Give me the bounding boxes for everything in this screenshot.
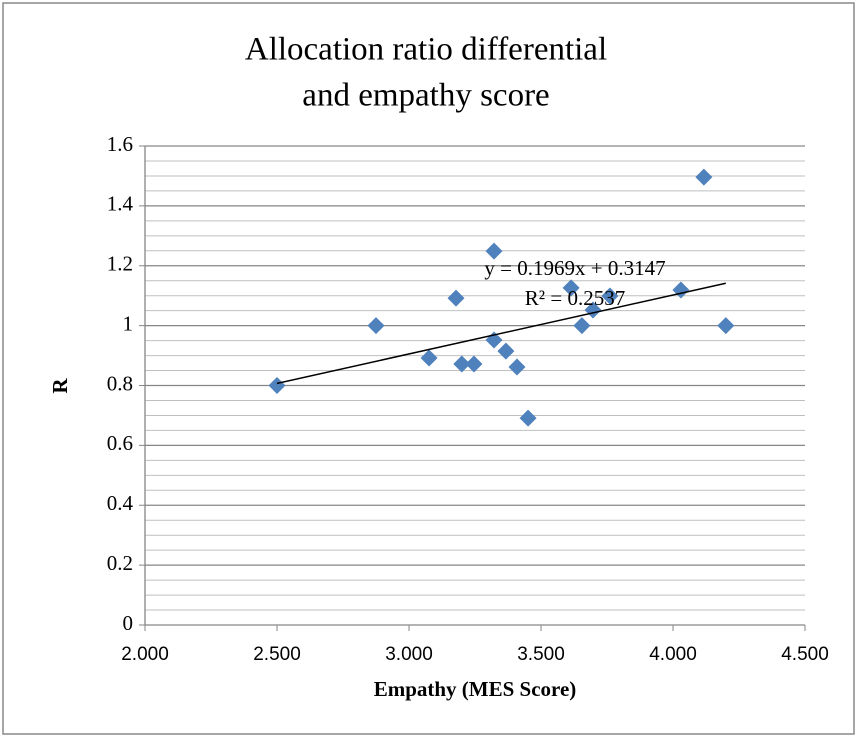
point <box>695 168 713 186</box>
trendline-r-squared: R² = 0.2537 <box>525 286 625 310</box>
point <box>573 317 591 335</box>
x-tick-label: 4.500 <box>781 644 829 665</box>
point <box>453 355 471 373</box>
y-tick-label: 0 <box>123 611 134 635</box>
y-tick-label: 0.2 <box>107 551 133 575</box>
y-tick-label: 1 <box>123 311 134 335</box>
y-axis-title: R <box>48 378 72 394</box>
x-tick-label: 2.000 <box>121 644 169 665</box>
point <box>562 279 580 297</box>
point <box>519 409 537 427</box>
point <box>420 349 438 367</box>
y-tick-label: 0.6 <box>107 431 133 455</box>
point <box>717 317 735 335</box>
point <box>497 342 515 360</box>
trendline-equation: y = 0.1969x + 0.3147 <box>484 256 665 280</box>
point <box>367 317 385 335</box>
y-tick-label: 0.4 <box>107 491 134 515</box>
point <box>465 355 483 373</box>
x-tick-label: 3.500 <box>517 644 565 665</box>
x-axis-title: Empathy (MES Score) <box>374 677 577 701</box>
point <box>601 287 619 305</box>
point <box>508 358 526 376</box>
y-tick-label: 1.2 <box>107 252 133 276</box>
y-tick-label: 1.6 <box>107 132 133 156</box>
chart-title: and empathy score <box>302 78 549 114</box>
trendline <box>276 282 726 385</box>
y-tick-label: 0.8 <box>107 371 133 395</box>
point <box>447 289 465 307</box>
point <box>485 242 503 260</box>
x-tick-label: 4.000 <box>649 644 697 665</box>
y-tick-label: 1.4 <box>107 192 134 216</box>
x-tick-label: 3.000 <box>385 644 433 665</box>
point <box>268 377 286 394</box>
x-tick-label: 2.500 <box>253 644 301 665</box>
chart-title: Allocation ratio differential <box>245 32 607 68</box>
